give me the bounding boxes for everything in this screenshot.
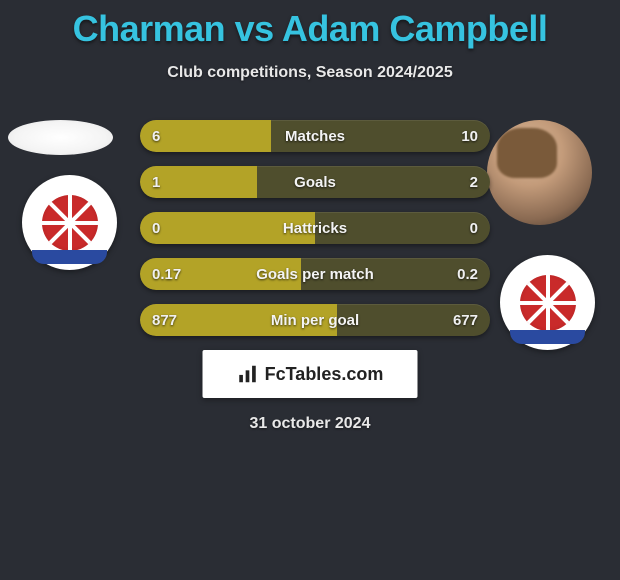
stat-row-min-per-goal: 877 Min per goal 677 (140, 304, 490, 336)
stat-left-value: 6 (140, 120, 172, 152)
date-text: 31 october 2024 (0, 415, 620, 433)
club-badge-left (22, 175, 117, 270)
stat-left-value: 0.17 (140, 258, 193, 290)
stat-right-value: 2 (458, 166, 490, 198)
bar-track (140, 166, 490, 198)
bar-chart-icon (237, 363, 259, 385)
bar-track (140, 212, 490, 244)
stats-chart: 6 Matches 10 1 Goals 2 0 Hattricks 0 0.1… (140, 120, 490, 350)
stat-left-value: 877 (140, 304, 189, 336)
fctables-logo: FcTables.com (203, 350, 418, 398)
stat-row-hattricks: 0 Hattricks 0 (140, 212, 490, 244)
stat-row-goals-per-match: 0.17 Goals per match 0.2 (140, 258, 490, 290)
player-left-avatar (8, 120, 113, 155)
page-title: Charman vs Adam Campbell (0, 0, 620, 50)
logo-text: FcTables.com (265, 364, 384, 385)
stat-left-value: 1 (140, 166, 172, 198)
stat-right-value: 0.2 (445, 258, 490, 290)
club-badge-right (500, 255, 595, 350)
stat-row-matches: 6 Matches 10 (140, 120, 490, 152)
stat-left-value: 0 (140, 212, 172, 244)
bar-track (140, 120, 490, 152)
player-right-avatar (487, 120, 592, 225)
subtitle: Club competitions, Season 2024/2025 (0, 64, 620, 82)
stat-right-value: 10 (449, 120, 490, 152)
bar-track (140, 304, 490, 336)
stat-right-value: 677 (441, 304, 490, 336)
stat-row-goals: 1 Goals 2 (140, 166, 490, 198)
stat-right-value: 0 (458, 212, 490, 244)
